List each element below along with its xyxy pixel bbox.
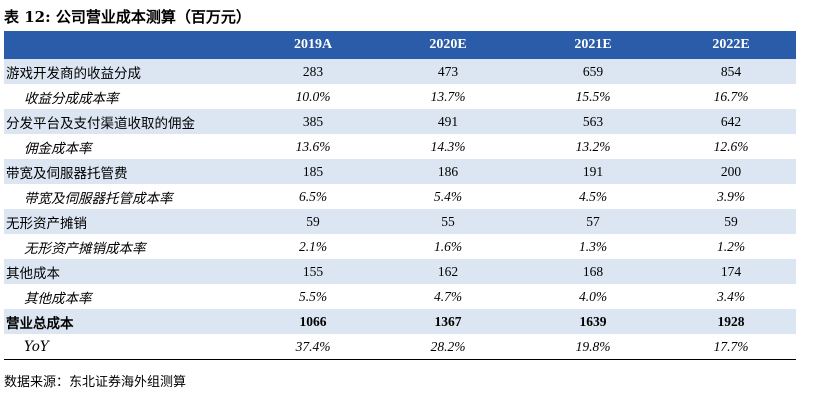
cell: 1.3%	[578, 238, 608, 254]
cell: 473	[437, 63, 459, 79]
row-label: 其他成本率	[24, 290, 92, 307]
cell: 3.4%	[716, 288, 746, 304]
cell: 283	[302, 63, 324, 79]
row-label: YoY	[24, 338, 49, 355]
table-header: 2019A 2020E 2021E 2022E	[4, 31, 796, 59]
cell: 13.2%	[575, 138, 611, 154]
cell: 57	[586, 213, 600, 229]
table-row: 游戏开发商的收益分成 283 473 659 854	[4, 59, 796, 84]
cell: 4.0%	[578, 288, 608, 304]
row-label: 无形资产摊销成本率	[24, 240, 146, 257]
cell: 3.9%	[716, 188, 746, 204]
cell: 59	[724, 213, 738, 229]
table-row: 其他成本 155 162 168 174	[4, 259, 796, 284]
source-note: 数据来源：东北证券海外组测算	[4, 375, 187, 390]
cell: 14.3%	[430, 138, 466, 154]
row-label: 其他成本	[6, 265, 60, 282]
header-label-cell	[4, 31, 250, 59]
table-row: 收益分成成本率 10.0% 13.7% 15.5% 16.7%	[4, 84, 796, 109]
header-2021e: 2021E	[574, 37, 612, 52]
table-row-total: 营业总成本 1066 1367 1639 1928	[4, 309, 796, 334]
row-label: 营业总成本	[6, 315, 74, 332]
table-row: 无形资产摊销成本率 2.1% 1.6% 1.3% 1.2%	[4, 234, 796, 259]
cell: 1066	[299, 313, 327, 329]
cell: 55	[441, 213, 455, 229]
row-label: 带宽及伺服器托管成本率	[24, 190, 173, 207]
cell: 1928	[717, 313, 745, 329]
cell: 16.7%	[713, 88, 749, 104]
cell: 17.7%	[713, 338, 749, 354]
cell: 186	[437, 163, 459, 179]
cell: 659	[582, 63, 604, 79]
row-label: 分发平台及支付渠道收取的佣金	[6, 115, 195, 132]
cell: 1.6%	[433, 238, 463, 254]
table-row: 带宽及伺服器托管费 185 186 191 200	[4, 159, 796, 184]
cell: 385	[302, 113, 324, 129]
cell: 37.4%	[295, 338, 331, 354]
header-2019a: 2019A	[293, 37, 333, 52]
cell: 854	[720, 63, 742, 79]
cell: 12.6%	[713, 138, 749, 154]
cell: 4.5%	[578, 188, 608, 204]
cell: 185	[302, 163, 324, 179]
table-row: 分发平台及支付渠道收取的佣金 385 491 563 642	[4, 109, 796, 134]
cell: 13.6%	[295, 138, 331, 154]
cell: 191	[582, 163, 604, 179]
row-label: 带宽及伺服器托管费	[6, 165, 128, 182]
cell: 155	[302, 263, 324, 279]
cell: 642	[720, 113, 742, 129]
cell: 6.5%	[298, 188, 328, 204]
table-row-yoy: YoY 37.4% 28.2% 19.8% 17.7%	[4, 334, 796, 359]
cell: 2.1%	[298, 238, 328, 254]
cell: 491	[437, 113, 459, 129]
cell: 59	[306, 213, 320, 229]
cell: 162	[437, 263, 459, 279]
cell: 5.5%	[298, 288, 328, 304]
cell: 200	[720, 163, 742, 179]
cell: 1.2%	[716, 238, 746, 254]
cell: 28.2%	[430, 338, 466, 354]
row-label: 佣金成本率	[24, 140, 92, 157]
cell: 563	[582, 113, 604, 129]
row-label: 游戏开发商的收益分成	[6, 65, 141, 82]
cost-table: 2019A 2020E 2021E 2022E 游戏开发商的收益分成 283 4…	[4, 31, 796, 360]
cell: 174	[720, 263, 742, 279]
header-2020e: 2020E	[429, 37, 467, 52]
cell: 1639	[579, 313, 607, 329]
cell: 5.4%	[433, 188, 463, 204]
table-row: 佣金成本率 13.6% 14.3% 13.2% 12.6%	[4, 134, 796, 159]
cell: 15.5%	[575, 88, 611, 104]
header-2022e: 2022E	[712, 37, 750, 52]
cell: 1367	[434, 313, 462, 329]
row-label: 无形资产摊销	[6, 215, 87, 232]
table-title: 表 12: 公司营业成本测算（百万元）	[4, 8, 251, 26]
cell: 13.7%	[430, 88, 466, 104]
cell: 10.0%	[295, 88, 331, 104]
table-row: 带宽及伺服器托管成本率 6.5% 5.4% 4.5% 3.9%	[4, 184, 796, 209]
cell: 4.7%	[433, 288, 463, 304]
table-row: 其他成本率 5.5% 4.7% 4.0% 3.4%	[4, 284, 796, 309]
cell: 168	[582, 263, 604, 279]
cell: 19.8%	[575, 338, 611, 354]
row-label: 收益分成成本率	[24, 90, 119, 107]
table-row: 无形资产摊销 59 55 57 59	[4, 209, 796, 234]
